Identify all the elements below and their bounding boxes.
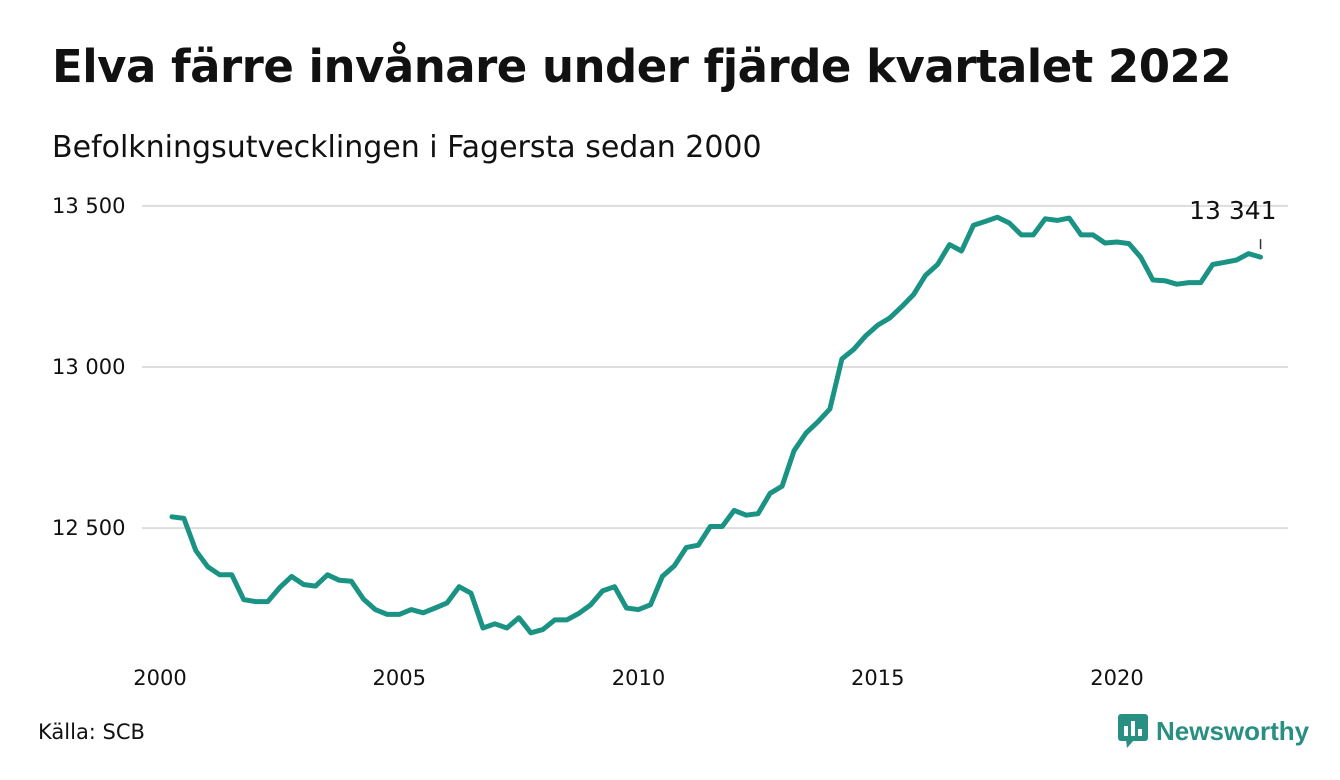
y-tick-label: 13 000 bbox=[52, 355, 125, 379]
chart-subtitle: Befolkningsutvecklingen i Fagersta sedan… bbox=[52, 130, 762, 165]
y-axis-tick-labels: 12 500 13 000 13 500 bbox=[52, 194, 125, 540]
series-layer bbox=[169, 214, 1263, 636]
x-tick-label: 2015 bbox=[851, 666, 904, 690]
y-tick-label: 13 500 bbox=[52, 194, 125, 218]
x-tick-label: 2020 bbox=[1090, 666, 1143, 690]
series-line-population bbox=[169, 214, 1263, 636]
x-tick-label: 2005 bbox=[373, 666, 426, 690]
newsworthy-logo-icon bbox=[1118, 714, 1148, 748]
x-tick-label: 2010 bbox=[612, 666, 665, 690]
chart-title: Elva färre invånare under fjärde kvartal… bbox=[52, 40, 1232, 93]
gridlines bbox=[142, 204, 1288, 530]
brand-logo[interactable]: Newsworthy bbox=[1118, 714, 1309, 748]
annotations: 13 341 bbox=[1189, 196, 1277, 250]
end-value-label: 13 341 bbox=[1189, 196, 1276, 225]
brand-name: Newsworthy bbox=[1156, 715, 1310, 746]
x-axis-tick-labels: 2000 2005 2010 2015 2020 bbox=[133, 666, 1143, 690]
y-tick-label: 12 500 bbox=[52, 516, 125, 540]
x-tick-label: 2000 bbox=[133, 666, 186, 690]
source-note: Källa: SCB bbox=[38, 720, 145, 744]
